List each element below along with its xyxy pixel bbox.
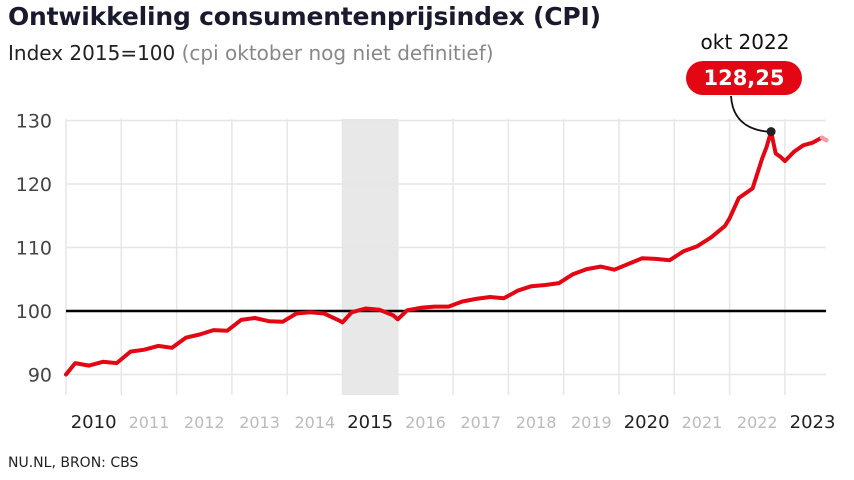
x-tick-label: 2020: [624, 412, 670, 433]
y-tick-label: 110: [16, 238, 52, 260]
x-tick-label: 2021: [682, 413, 723, 432]
chart-subtitle: Index 2015=100 (cpi oktober nog niet def…: [8, 41, 494, 65]
x-tick-label: 2017: [460, 413, 501, 432]
y-tick-label: 130: [16, 111, 52, 133]
highlight-band-2015: [342, 119, 398, 395]
annotation-label: okt 2022: [700, 30, 790, 54]
annotation-marker: [766, 127, 776, 137]
annotation-value-badge: 128,25: [686, 61, 802, 95]
annotation-leader: [730, 95, 768, 133]
y-tick-label: 90: [28, 365, 52, 387]
cpi-series-line: [64, 129, 829, 377]
x-tick-label: 2010: [71, 412, 117, 433]
y-tick-label: 100: [16, 301, 52, 323]
x-tick-label: 2018: [516, 413, 557, 432]
x-tick-label: 2019: [571, 413, 612, 432]
subtitle-text: Index 2015=100: [8, 41, 176, 65]
cpi-provisional-segment: [819, 135, 829, 143]
x-tick-label: 2014: [294, 413, 335, 432]
x-tick-label: 2013: [239, 413, 280, 432]
y-tick-label: 120: [16, 174, 52, 196]
x-tick-label: 2022: [737, 413, 778, 432]
x-tick-label: 2012: [184, 413, 225, 432]
subtitle-note: (cpi oktober nog niet definitief): [181, 41, 494, 65]
x-tick-label: 2011: [129, 413, 170, 432]
chart-title: Ontwikkeling consumentenprijsindex (CPI): [8, 2, 601, 31]
x-tick-label: 2016: [405, 413, 446, 432]
x-tick-label: 2023: [790, 412, 836, 433]
x-tick-label: 2015: [347, 412, 393, 433]
source-credit: NU.NL, BRON: CBS: [8, 455, 139, 471]
